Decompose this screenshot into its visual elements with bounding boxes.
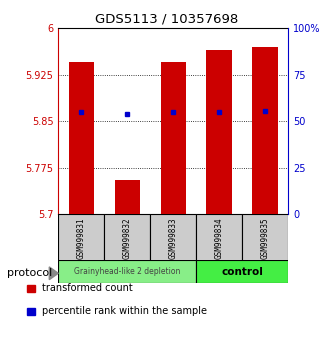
Text: control: control (221, 267, 263, 277)
Bar (27, 285, 35, 292)
Bar (104, 214, 150, 262)
Bar (196, 214, 242, 262)
Polygon shape (49, 267, 58, 280)
Bar (161, 62, 186, 214)
Text: GSM999835: GSM999835 (260, 217, 270, 259)
Bar (58, 260, 196, 283)
Bar (196, 260, 288, 283)
Text: GSM999831: GSM999831 (77, 217, 86, 259)
Text: GSM999832: GSM999832 (123, 217, 132, 259)
Bar (150, 214, 196, 262)
Bar (206, 50, 232, 214)
Text: transformed count: transformed count (42, 283, 133, 293)
Bar (252, 47, 278, 214)
Bar (27, 308, 35, 315)
Text: GSM999833: GSM999833 (168, 217, 178, 259)
Text: Grainyhead-like 2 depletion: Grainyhead-like 2 depletion (74, 267, 180, 276)
Bar (242, 214, 288, 262)
Text: GSM999834: GSM999834 (214, 217, 224, 259)
Bar (58, 214, 104, 262)
Text: protocol: protocol (7, 268, 52, 278)
Bar (69, 62, 94, 214)
Bar (115, 180, 140, 214)
Text: percentile rank within the sample: percentile rank within the sample (42, 306, 206, 316)
Text: GDS5113 / 10357698: GDS5113 / 10357698 (95, 12, 238, 25)
